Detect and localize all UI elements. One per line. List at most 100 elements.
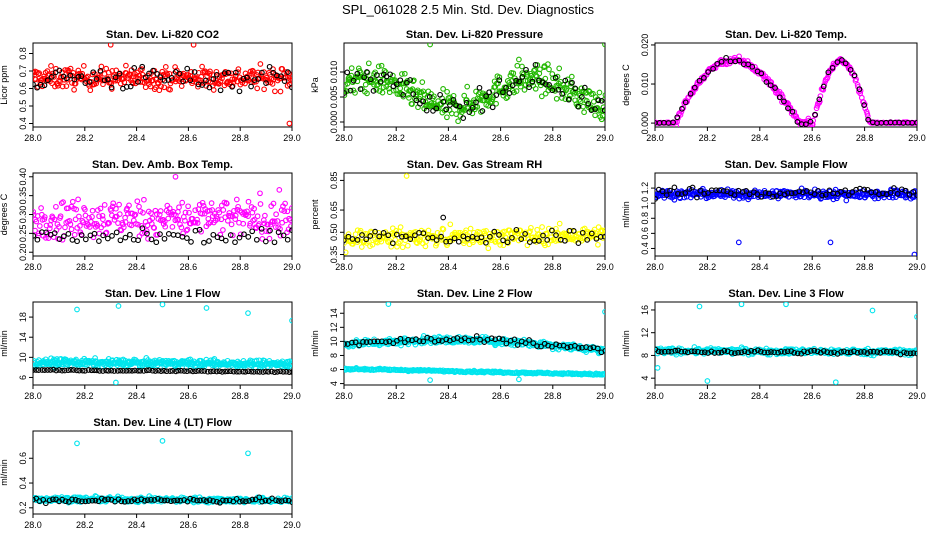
data-point (695, 348, 701, 355)
data-point (381, 67, 388, 74)
y-tick-label: 0.40 (18, 168, 28, 186)
outlier-point (74, 440, 80, 447)
data-point (286, 369, 292, 375)
data-point (887, 189, 894, 196)
data-point (476, 84, 483, 91)
data-point (499, 336, 506, 343)
data-point (139, 225, 146, 232)
data-point (728, 349, 735, 356)
data-point (91, 230, 98, 237)
data-point (701, 75, 707, 81)
data-point (284, 236, 291, 243)
data-point (73, 367, 80, 374)
data-point (393, 227, 400, 234)
x-tick-label: 28.0 (646, 133, 664, 143)
data-point (767, 82, 774, 89)
data-point (538, 93, 545, 100)
data-point (519, 63, 525, 70)
y-axis-label: Licor ppm (0, 65, 9, 105)
data-point (555, 86, 562, 93)
y-tick-label: 0.4 (18, 117, 28, 130)
data-point (188, 69, 195, 75)
data-point (745, 61, 752, 68)
data-point (562, 237, 568, 244)
data-point (600, 104, 605, 111)
data-points (344, 302, 605, 383)
data-point (665, 348, 672, 355)
data-point (401, 70, 408, 77)
data-point (97, 205, 104, 212)
data-point (129, 367, 135, 374)
data-point (344, 69, 351, 76)
outlier-point (911, 251, 917, 256)
outlier-point (602, 308, 605, 315)
data-point (542, 242, 548, 249)
data-point (256, 369, 263, 375)
x-tick-label: 28.6 (492, 133, 510, 143)
y-tick-label: 0.20 (18, 243, 28, 261)
data-point (147, 83, 154, 90)
data-point (509, 234, 515, 241)
data-point (141, 497, 148, 504)
data-points (655, 184, 917, 256)
x-tick-label: 28.6 (492, 262, 510, 272)
data-point (256, 221, 262, 227)
data-point (226, 210, 233, 216)
data-point (220, 497, 226, 504)
data-point (694, 194, 700, 201)
data-point (443, 238, 449, 245)
data-point (416, 338, 423, 344)
data-point (808, 348, 814, 354)
data-point (44, 367, 51, 373)
data-points (655, 53, 917, 127)
data-point (144, 497, 151, 503)
data-point (546, 66, 552, 73)
data-point (140, 209, 146, 216)
data-point (467, 225, 474, 232)
data-point (562, 96, 569, 102)
data-point (71, 86, 77, 93)
data-point (857, 349, 864, 355)
data-point (816, 96, 823, 103)
data-point (101, 497, 108, 503)
data-point (216, 368, 223, 375)
data-point (397, 238, 403, 245)
data-point (503, 85, 509, 91)
data-point (785, 190, 791, 196)
data-point (714, 60, 721, 67)
data-point (236, 234, 243, 241)
y-tick-label: 12 (329, 322, 339, 332)
outlier-point (869, 307, 876, 314)
data-point (914, 119, 917, 126)
data-point (910, 350, 917, 356)
data-point (218, 235, 225, 242)
data-point (158, 83, 164, 90)
data-point (210, 76, 217, 82)
data-point (556, 220, 563, 227)
data-point (500, 89, 506, 96)
data-point (69, 198, 76, 205)
data-point (552, 88, 558, 94)
data-point (588, 230, 595, 237)
data-point (682, 99, 689, 106)
data-point (495, 80, 501, 87)
data-points (344, 173, 605, 256)
data-point (450, 97, 457, 103)
data-point (407, 236, 414, 242)
data-point (433, 237, 440, 243)
data-point (210, 231, 217, 238)
data-point (247, 220, 254, 227)
data-point (374, 338, 381, 345)
data-point (352, 339, 359, 346)
data-point (69, 237, 76, 243)
outlier-point (602, 43, 605, 48)
data-point (526, 84, 532, 91)
data-point (271, 218, 278, 225)
data-point (146, 70, 152, 77)
data-point (192, 207, 199, 214)
data-point (257, 190, 263, 197)
data-point (224, 217, 231, 224)
data-point (762, 190, 769, 196)
